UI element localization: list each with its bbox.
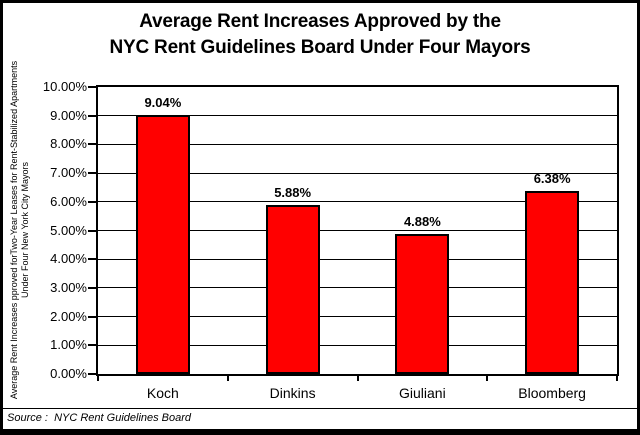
bar-giuliani (395, 233, 450, 374)
y-tick-mark (88, 172, 96, 175)
y-tick-label: 4.00% (50, 251, 87, 267)
bar-koch (135, 114, 190, 374)
bar-value-label: 9.04% (144, 94, 182, 110)
x-tick-mark (97, 375, 99, 381)
x-tick-mark (616, 375, 618, 381)
gridline (98, 287, 617, 289)
y-tick-mark (88, 114, 96, 117)
source-divider (0, 408, 640, 409)
x-axis-label-koch: Koch (146, 385, 179, 401)
gridline (98, 201, 617, 203)
gridline (98, 143, 617, 145)
y-tick-label: 5.00% (50, 222, 87, 238)
bar-value-label: 5.88% (274, 185, 312, 201)
y-axis-title: Average Rent Increases pproved forTwo-Ye… (9, 60, 31, 400)
bar-value-label: 6.38% (533, 170, 571, 186)
x-tick-mark (486, 375, 489, 381)
gridline (98, 344, 617, 346)
y-axis-title-line1: Average Rent Increases pproved forTwo-Ye… (9, 60, 19, 400)
y-tick-label: 6.00% (50, 193, 87, 209)
y-tick-label: 9.00% (50, 107, 87, 123)
y-tick-mark (88, 373, 96, 375)
y-tick-label: 8.00% (50, 136, 87, 152)
y-tick-label: 10.00% (42, 79, 87, 94)
plot-area: 9.04% 5.88% 4.88% 6.38% (96, 85, 619, 376)
x-axis-label-bloomberg: Bloomberg (518, 385, 586, 401)
gridline (98, 172, 617, 174)
y-tick-mark (88, 315, 96, 318)
chart-title: Average Rent Increases Approved by the N… (0, 9, 640, 61)
bar-value-label: 4.88% (403, 213, 441, 229)
y-tick-label: 7.00% (50, 165, 87, 181)
y-tick-mark (88, 258, 96, 261)
bar-bloomberg (525, 190, 580, 374)
y-tick-mark (88, 286, 96, 289)
x-tick-mark (226, 375, 229, 381)
gridline (98, 258, 617, 260)
chart-title-line1: Average Rent Increases Approved by the (139, 11, 501, 32)
y-tick-mark (88, 86, 96, 88)
y-tick-label: 2.00% (50, 308, 87, 324)
source-note: Source : NYC Rent Guidelines Board (7, 412, 192, 424)
gridline (98, 115, 617, 117)
gridline (98, 316, 617, 318)
y-tick-mark (88, 200, 96, 203)
y-tick-label: 3.00% (50, 279, 87, 295)
chart-title-line2: NYC Rent Guidelines Board Under Four May… (109, 37, 531, 58)
gridline (98, 230, 617, 231)
y-tick-label: 0.00% (50, 366, 87, 381)
y-axis-title-line2: Under Four New York City Mayors (20, 161, 30, 299)
y-tick-label: 1.00% (50, 337, 87, 353)
y-tick-mark (88, 143, 96, 146)
x-tick-mark (356, 375, 359, 381)
bar-dinkins (265, 205, 320, 374)
x-axis-label-giuliani: Giuliani (399, 385, 446, 401)
y-tick-mark (88, 229, 96, 232)
y-tick-mark (88, 344, 96, 347)
x-axis-label-dinkins: Dinkins (269, 385, 316, 401)
